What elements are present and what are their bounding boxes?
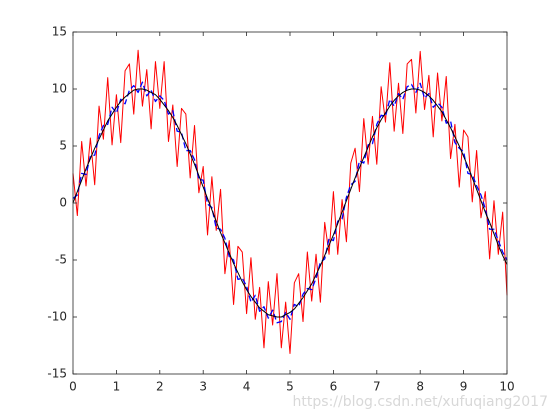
y-tick-label: -15 [47, 367, 67, 381]
x-tick-label: 1 [113, 380, 121, 394]
line-series [72, 49, 508, 354]
line-series [72, 81, 508, 324]
x-tick-label: 8 [416, 380, 424, 394]
x-tick-label: 4 [243, 380, 251, 394]
x-tick-label: 5 [286, 380, 294, 394]
x-tick-label: 10 [499, 380, 514, 394]
x-tick-label: 7 [373, 380, 381, 394]
plot-area [73, 32, 507, 374]
y-tick-label: 5 [59, 139, 67, 153]
y-tick-label: -10 [47, 310, 67, 324]
x-tick-label: 6 [330, 380, 338, 394]
y-tick-label: 15 [52, 25, 67, 39]
x-tick-label: 3 [199, 380, 207, 394]
y-tick-label: 0 [59, 196, 67, 210]
x-tick-label: 0 [69, 380, 77, 394]
x-tick-label: 2 [156, 380, 164, 394]
line-series [72, 88, 508, 318]
x-tick-label: 9 [460, 380, 468, 394]
watermark: https://blog.csdn.net/xufuqiang2017 [293, 394, 548, 410]
y-tick-label: 10 [52, 82, 67, 96]
series-layer [72, 49, 508, 354]
y-tick-label: -5 [55, 253, 67, 267]
